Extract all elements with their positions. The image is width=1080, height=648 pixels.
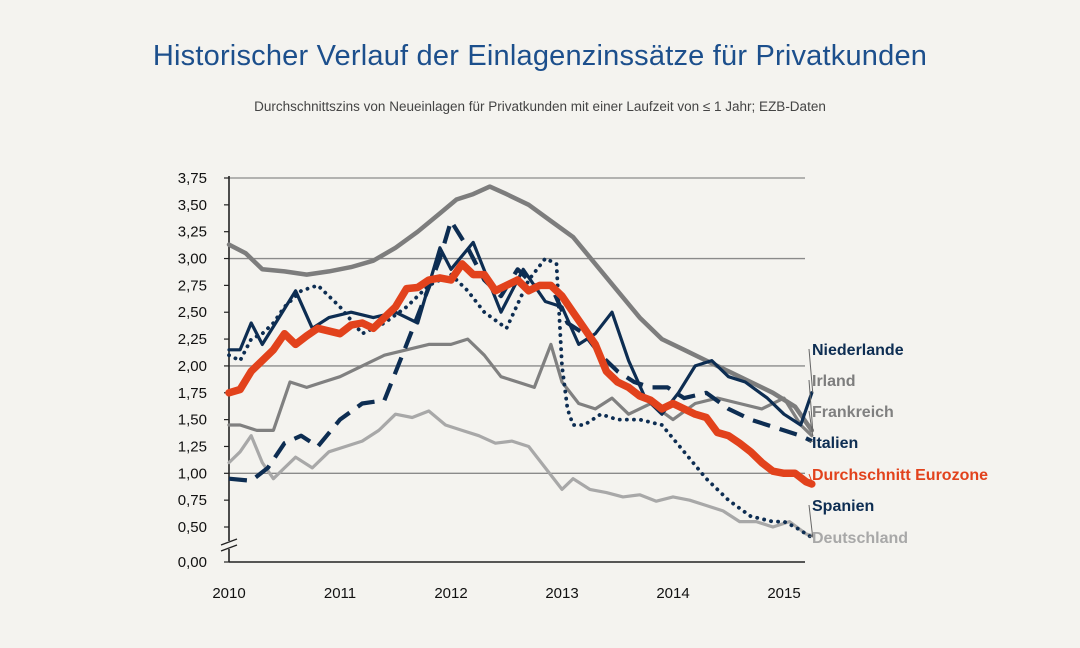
x-tick-label: 2010 bbox=[212, 585, 245, 602]
series-line-durchschnitt-eurozone bbox=[225, 260, 816, 488]
series-label: Deutschland bbox=[812, 530, 908, 547]
label-leader bbox=[808, 440, 813, 443]
label-leader bbox=[808, 348, 814, 393]
series-label: Irland bbox=[812, 373, 856, 390]
x-tick-label: 2015 bbox=[767, 585, 800, 602]
chart-subtitle: Durchschnittszins von Neueinlagen für Pr… bbox=[254, 99, 826, 114]
y-tick-label: 3,00 bbox=[178, 251, 207, 268]
y-tick-label: 0,50 bbox=[178, 519, 207, 536]
axis-break-gap bbox=[221, 541, 237, 549]
y-tick-label: 2,25 bbox=[178, 331, 207, 348]
y-tick-label: 2,75 bbox=[178, 277, 207, 294]
axis-break-mark bbox=[220, 544, 238, 552]
label-leader bbox=[808, 534, 813, 538]
series-label: Spanien bbox=[812, 498, 874, 515]
series-line-frankreich bbox=[227, 337, 814, 438]
y-tick-label: 1,25 bbox=[178, 438, 207, 455]
series-line-irland bbox=[226, 184, 815, 433]
y-tick-label: 0,75 bbox=[178, 492, 207, 509]
chart-title: Historischer Verlauf der Einlagenzinssät… bbox=[152, 40, 928, 72]
series-label: Niederlande bbox=[812, 342, 904, 359]
series-line-italien bbox=[228, 218, 813, 483]
y-tick-label: 3,25 bbox=[178, 224, 207, 241]
y-tick-label: 2,00 bbox=[178, 358, 207, 375]
series-label: Italien bbox=[812, 435, 858, 452]
x-tick-label: 2012 bbox=[434, 585, 467, 602]
y-tick-label: 2,50 bbox=[178, 304, 207, 321]
y-tick-label: 3,75 bbox=[178, 170, 207, 187]
y-tick-label: 3,50 bbox=[178, 197, 207, 214]
label-leader bbox=[808, 379, 814, 431]
series-label: Frankreich bbox=[812, 404, 894, 421]
y-tick-label: 1,00 bbox=[178, 465, 207, 482]
y-tick-label: 1,50 bbox=[178, 412, 207, 429]
x-tick-label: 2011 bbox=[324, 585, 356, 602]
x-tick-label: 2013 bbox=[545, 585, 578, 602]
y-tick-label: 1,75 bbox=[178, 385, 207, 402]
series-line-spanien bbox=[227, 256, 814, 540]
label-leader bbox=[808, 504, 814, 538]
x-tick-label: 2014 bbox=[656, 585, 689, 602]
series-label: Durchschnitt Eurozone bbox=[812, 467, 988, 484]
axis-break-mark bbox=[220, 538, 238, 546]
series-line-deutschland bbox=[227, 409, 814, 538]
label-leader bbox=[808, 473, 814, 485]
y-tick-label: 0,00 bbox=[178, 554, 207, 571]
label-leader bbox=[808, 410, 814, 436]
